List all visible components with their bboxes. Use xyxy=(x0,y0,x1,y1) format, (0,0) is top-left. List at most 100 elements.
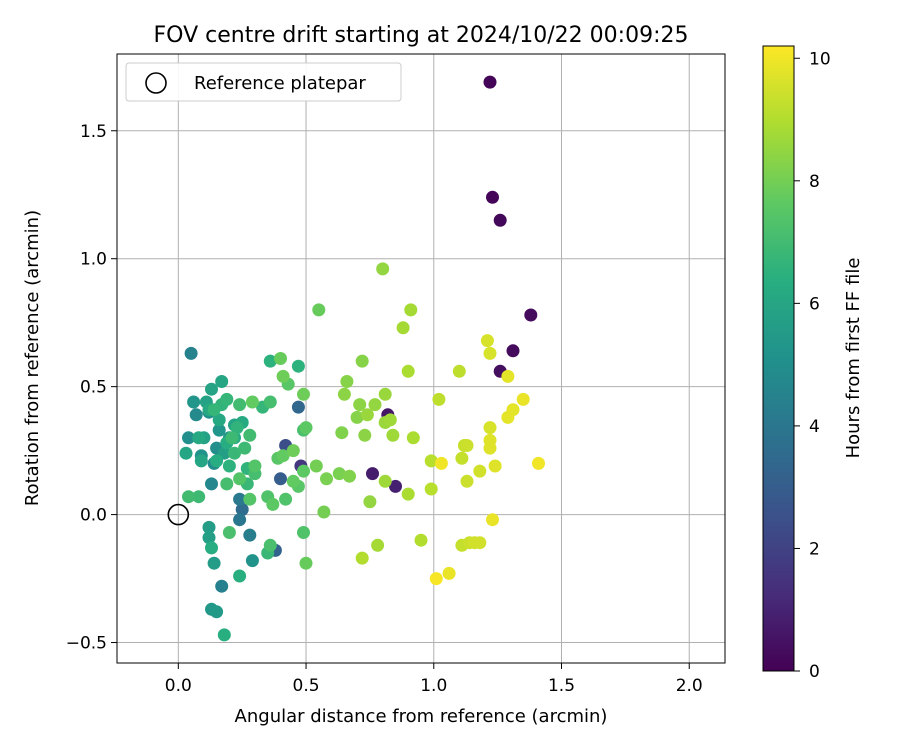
scatter-point xyxy=(266,497,280,511)
scatter-point xyxy=(335,426,349,440)
scatter-point xyxy=(363,495,377,509)
scatter-point xyxy=(205,382,218,396)
scatter-point xyxy=(406,431,420,445)
scatter-point xyxy=(233,472,247,486)
grid xyxy=(117,54,725,663)
colorbar-tick-label: 8 xyxy=(809,172,820,192)
scatter-point xyxy=(274,352,287,365)
scatter-point xyxy=(233,569,247,583)
scatter-point xyxy=(205,477,218,491)
scatter-point xyxy=(488,459,502,473)
scatter-point xyxy=(366,467,379,481)
scatter-point xyxy=(368,398,382,412)
y-tick-label: 0.0 xyxy=(80,506,107,526)
scatter-point xyxy=(279,492,293,506)
scatter-point xyxy=(401,487,415,501)
scatter-point xyxy=(179,446,193,460)
scatter-point xyxy=(182,431,195,445)
scatter-point xyxy=(353,398,367,412)
scatter-point xyxy=(202,531,216,545)
scatter-point xyxy=(291,400,305,414)
scatter-point xyxy=(187,395,201,409)
scatter-point xyxy=(263,354,277,368)
scatter-point xyxy=(217,628,231,642)
scatter-point xyxy=(532,456,545,470)
scatter-point xyxy=(286,444,300,458)
x-tick-label: 1.5 xyxy=(548,676,575,696)
scatter-point xyxy=(263,538,277,552)
scatter-point xyxy=(473,464,487,478)
scatter-point xyxy=(383,413,397,427)
scatter-point xyxy=(299,421,313,435)
colorbar-tick-label: 4 xyxy=(809,417,820,437)
scatter-point xyxy=(248,459,262,473)
scatter-point xyxy=(299,556,313,570)
scatter-point xyxy=(483,421,497,435)
scatter-point xyxy=(210,454,224,468)
scatter-point xyxy=(235,503,249,516)
scatter-point xyxy=(291,359,305,373)
scatter-point xyxy=(460,439,474,452)
plot-background xyxy=(117,54,725,663)
scatter-point xyxy=(524,308,538,322)
scatter-point xyxy=(401,364,415,378)
scatter-point xyxy=(297,526,310,539)
scatter-point xyxy=(222,526,236,539)
scatter-point xyxy=(396,321,410,335)
plot-frame xyxy=(116,53,726,664)
x-tick-label: 2.0 xyxy=(676,676,703,696)
reference-platepar-marker xyxy=(167,503,190,526)
scatter-point xyxy=(486,190,499,204)
scatter-point xyxy=(452,364,466,378)
scatter-point xyxy=(376,262,390,276)
y-tick-label: −0.5 xyxy=(66,634,107,654)
x-axis: 0.0 0.5 1.0 1.5 2.0 xyxy=(165,663,703,696)
scatter-point xyxy=(220,477,234,491)
scatter-point xyxy=(506,403,520,417)
scatter-point xyxy=(473,536,487,550)
colorbar-tick-label: 10 xyxy=(809,49,831,69)
scatter-point xyxy=(274,472,287,486)
scatter-point xyxy=(228,446,241,460)
scatter-point xyxy=(355,354,369,368)
scatter-point xyxy=(220,392,234,406)
scatter-point xyxy=(378,387,392,401)
scatter-point xyxy=(263,395,277,409)
scatter-point xyxy=(460,474,474,488)
y-axis: −0.5 0.0 0.5 1.0 1.5 xyxy=(66,122,117,654)
scatter-point xyxy=(317,505,331,519)
scatter-point xyxy=(480,334,494,348)
y-axis-label: Rotation from reference (arcmin) xyxy=(22,210,43,506)
scatter-point xyxy=(243,528,257,542)
legend: Reference platepar xyxy=(125,62,402,102)
scatter-point xyxy=(297,387,310,401)
scatter-point xyxy=(192,490,206,504)
scatter-point xyxy=(297,464,310,478)
scatter-point xyxy=(215,579,229,593)
y-tick-label: 0.5 xyxy=(80,378,107,398)
scatter-point xyxy=(337,387,351,401)
scatter-point xyxy=(189,408,203,422)
scatter-point xyxy=(225,431,239,445)
colorbar: 0 2 4 6 8 10 Hours from first FF file xyxy=(762,45,864,682)
scatter-point xyxy=(309,459,323,473)
scatter-point xyxy=(205,541,218,555)
scatter-point xyxy=(414,533,428,547)
scatter-point xyxy=(501,369,515,383)
scatter-point xyxy=(516,392,530,406)
scatter-point xyxy=(389,479,402,493)
x-tick-label: 0.5 xyxy=(293,676,320,696)
scatter-point xyxy=(424,482,438,496)
scatter-point xyxy=(506,344,520,358)
scatter-point xyxy=(378,474,392,488)
scatter-point xyxy=(358,428,372,442)
chart-title: FOV centre drift starting at 2024/10/22 … xyxy=(154,23,689,48)
scatter-point xyxy=(483,75,497,89)
colorbar-label: Hours from first FF file xyxy=(843,258,864,459)
scatter-point xyxy=(245,554,259,568)
colorbar-tick-label: 0 xyxy=(809,662,820,682)
x-tick-label: 0.0 xyxy=(165,676,192,696)
plot-area xyxy=(116,53,726,664)
scatter-point xyxy=(210,605,224,619)
